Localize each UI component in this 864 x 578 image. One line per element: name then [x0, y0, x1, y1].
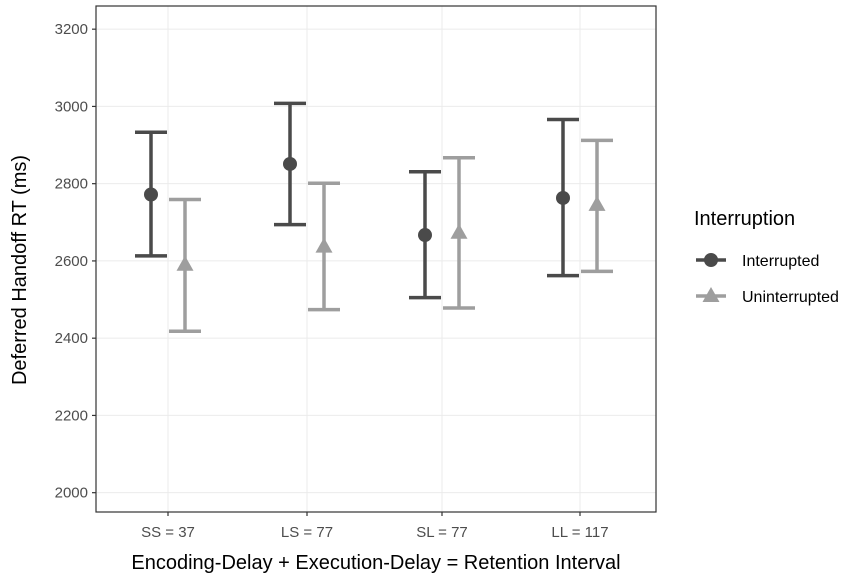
point-interrupted: [556, 190, 570, 205]
grid-lines: [96, 6, 656, 512]
point-uninterrupted: [176, 255, 194, 271]
y-tick-label: 2200: [55, 407, 88, 424]
y-tick-label: 2400: [55, 330, 88, 347]
legend-item: Uninterrupted: [696, 287, 839, 306]
y-axis-title: Deferred Handoff RT (ms): [9, 155, 31, 385]
point-uninterrupted: [450, 223, 468, 239]
y-tick-label: 2000: [55, 485, 88, 502]
legend-triangle-icon: [702, 287, 720, 302]
y-tick-label: 2800: [55, 176, 88, 193]
legend-circle-icon: [704, 253, 718, 267]
x-tick-label: LS = 77: [281, 524, 333, 541]
legend-label: Interrupted: [742, 253, 819, 270]
legend-label: Uninterrupted: [742, 289, 839, 306]
y-tick-label: 3000: [55, 98, 88, 115]
legend-title: Interruption: [694, 208, 795, 230]
legend: Interruption Interrupted Uninterrupted: [694, 208, 839, 306]
panel-border: [95, 5, 657, 513]
y-tick-label: 3200: [55, 21, 88, 38]
x-tick-label: SS = 37: [141, 524, 195, 541]
point-interrupted: [283, 156, 297, 171]
point-interrupted: [418, 228, 432, 243]
x-tick-label: LL = 117: [551, 524, 608, 541]
data-points: [144, 156, 606, 271]
legend-item: Interrupted: [696, 253, 819, 270]
x-axis-ticks: SS = 37 LS = 77 SL = 77 LL = 117: [141, 512, 609, 541]
y-tick-label: 2600: [55, 253, 88, 270]
point-uninterrupted: [588, 195, 606, 211]
error-bars: [135, 101, 613, 333]
legend-items: Interrupted Uninterrupted: [696, 253, 839, 306]
x-tick-label: SL = 77: [416, 524, 468, 541]
x-axis-title: Encoding-Delay + Execution-Delay = Reten…: [131, 552, 620, 574]
point-interrupted: [144, 187, 158, 202]
point-uninterrupted: [315, 237, 333, 253]
y-axis-ticks: 2000 2200 2400 2600 2800 3000 3200: [55, 21, 96, 502]
